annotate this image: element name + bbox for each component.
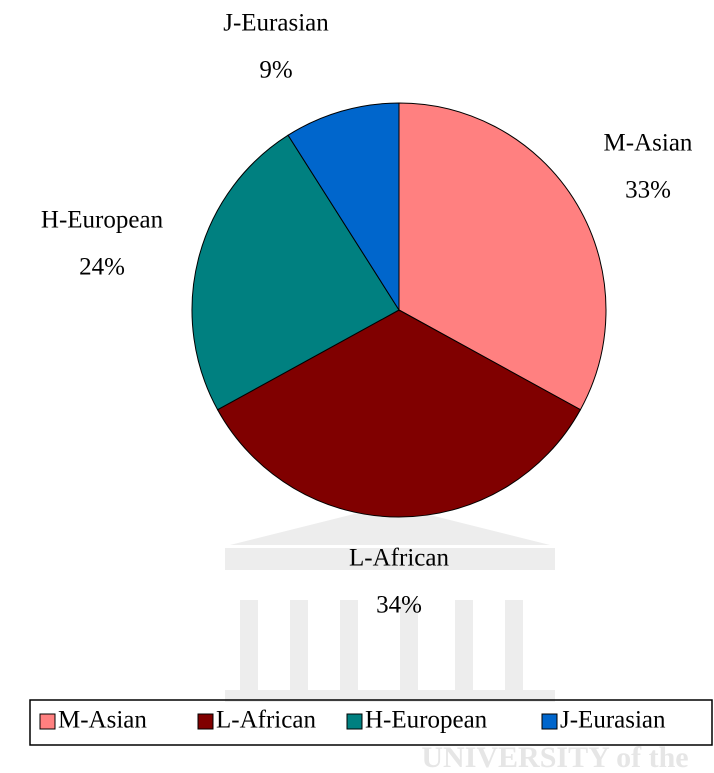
slice-label: J-Eurasian bbox=[223, 10, 329, 37]
value-label: 34% bbox=[376, 592, 422, 619]
legend-swatch bbox=[347, 714, 362, 729]
legend-label: J-Eurasian bbox=[560, 707, 666, 734]
value-label: 24% bbox=[79, 254, 125, 281]
legend-swatch bbox=[40, 714, 55, 729]
legend-label: H-European bbox=[365, 707, 488, 734]
slice-label: H-European bbox=[41, 207, 164, 234]
legend-label: L-African bbox=[216, 707, 316, 734]
legend: M-Asian L-African H-European J-Eurasian bbox=[40, 707, 666, 734]
pie bbox=[192, 103, 606, 517]
value-label: 33% bbox=[625, 177, 671, 204]
value-label: 9% bbox=[259, 57, 292, 84]
chart: UNIVERSITY of the M-Asian33%L-African34%… bbox=[0, 0, 714, 773]
slice-label: M-Asian bbox=[604, 130, 693, 157]
legend-swatch bbox=[198, 714, 213, 729]
slice-label: L-African bbox=[349, 545, 449, 572]
legend-label: M-Asian bbox=[58, 707, 147, 734]
legend-swatch bbox=[542, 714, 557, 729]
